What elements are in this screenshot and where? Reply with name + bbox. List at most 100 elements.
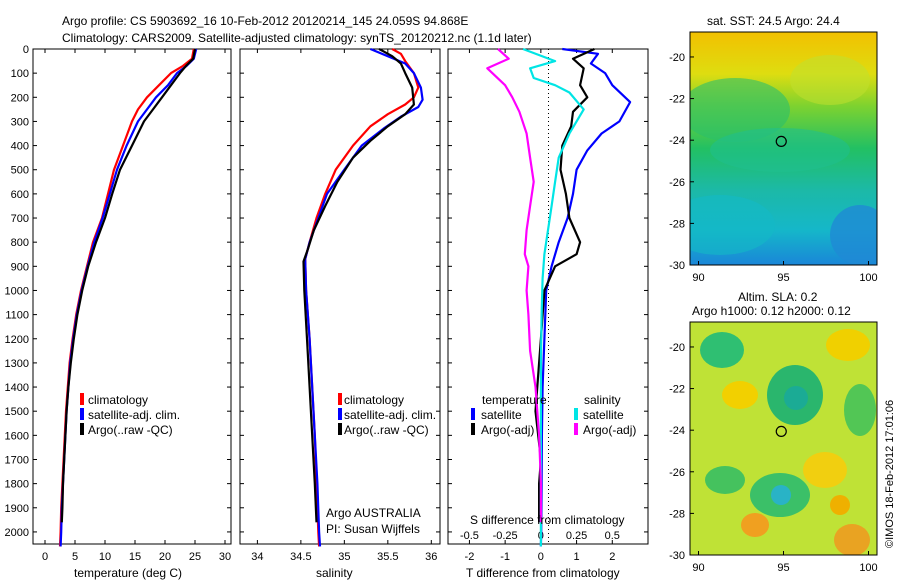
map-y-tick-label: -30 <box>669 550 685 562</box>
map-x-tick-label: 100 <box>859 272 877 284</box>
x2-tick-label: -0.5 <box>460 530 479 542</box>
salinity-depth-ticks <box>240 48 440 533</box>
legend-satellite-t: satellite <box>481 408 522 422</box>
annotation-program: Argo AUSTRALIA <box>326 506 421 520</box>
x-tick-label: 2 <box>609 551 615 563</box>
x-tick-label: 0 <box>538 551 544 563</box>
sla-map-panel: Altim. SLA: 0.2 Argo h1000: 0.12 h2000: … <box>669 290 878 574</box>
x-tick-label: 35.5 <box>377 551 398 563</box>
x-tick-label: 34.5 <box>290 551 311 563</box>
map-y-tick-label: -28 <box>669 218 685 230</box>
series-line-argo-raw-qc- <box>60 48 197 523</box>
sla-map-title-line2: Argo h1000: 0.12 h2000: 0.12 <box>692 304 851 318</box>
map-y-tick-label: -28 <box>669 508 685 520</box>
salinity-x-axis: 34 34.5 35 35.5 36 <box>251 49 437 563</box>
x2-tick-label: -0.25 <box>493 530 518 542</box>
map-y-tick-label: -24 <box>669 425 685 437</box>
legend-swatch-argo <box>338 423 342 435</box>
legend-swatch-climatology <box>80 393 84 405</box>
legend-satellite: satellite-adj. clim. <box>88 408 180 422</box>
x-tick-label: 10 <box>99 551 111 563</box>
legend-swatch-satellite <box>80 408 84 420</box>
depth-tick-label: 2000 <box>5 527 29 539</box>
map-y-tick-label: -24 <box>669 135 685 147</box>
map-y-tick-label: -20 <box>669 342 685 354</box>
legend-climatology: climatology <box>88 393 148 407</box>
series-line-argo-adj- <box>486 48 542 523</box>
depth-tick-label: 900 <box>11 261 29 273</box>
sst-patch <box>790 55 870 105</box>
x-tick-label: 30 <box>219 551 231 563</box>
series-line-argo-raw-qc- <box>302 48 415 523</box>
figure-title-line2: Climatology: CARS2009. Satellite-adjuste… <box>62 31 532 45</box>
sst-patch <box>690 195 775 255</box>
legend-swatch-satellite-s <box>574 408 578 420</box>
legend-argo: Argo(..raw -QC) <box>344 423 429 437</box>
sla-patch <box>705 466 745 494</box>
depth-tick-label: 1100 <box>5 310 29 322</box>
depth-tick-label: 1700 <box>5 454 29 466</box>
salinity-series <box>302 47 424 547</box>
x-tick-label: 15 <box>129 551 141 563</box>
sla-patch <box>844 384 876 436</box>
sla-field <box>690 322 877 555</box>
x-tick-label: -2 <box>465 551 475 563</box>
x-tick-label: 5 <box>72 551 78 563</box>
x-tick-label: 0 <box>42 551 48 563</box>
figure-title-line1: Argo profile: CS 5903692_16 10-Feb-2012 … <box>62 14 468 28</box>
salinity-panel: 34 34.5 35 35.5 36 salinity climatology sate… <box>239 47 441 580</box>
temperature-difference-label: T difference from climatology <box>466 566 620 580</box>
temperature-axes-frame <box>32 48 232 545</box>
depth-tick-label: 400 <box>11 141 29 153</box>
salinity-difference-label: S difference from climatology <box>470 513 625 527</box>
depth-tick-label: 0 <box>23 44 29 56</box>
sst-map-title: sat. SST: 24.5 Argo: 24.4 <box>707 14 840 28</box>
sla-map-title-line1: Altim. SLA: 0.2 <box>738 290 818 304</box>
depth-tick-label: 200 <box>11 92 29 104</box>
sst-patch <box>710 128 850 172</box>
legend-temperature-heading: temperature <box>482 393 547 407</box>
x2-tick-label: 0.25 <box>566 530 587 542</box>
sst-field <box>690 32 877 265</box>
legend-swatch-satellite <box>338 408 342 420</box>
map-y-tick-label: -26 <box>669 177 685 189</box>
legend-satellite-s: satellite <box>583 408 624 422</box>
difference-series <box>486 47 632 547</box>
argo-location-marker <box>775 425 787 438</box>
sst-map-ticks: 90 95 100 -20 -22 -24 -26 -28 -30 <box>669 52 878 284</box>
legend-satellite: satellite-adj. clim. <box>344 408 436 422</box>
copyright-stamp: ©IMOS 18-Feb-2012 17:01:06 <box>884 400 896 548</box>
series-line-satellite-adj-clim- <box>304 47 424 547</box>
sla-patch <box>700 332 744 368</box>
map-x-tick-label: 95 <box>777 562 789 574</box>
sla-argo-marker <box>775 425 787 438</box>
salinity-xlabel: salinity <box>316 566 353 580</box>
x-tick-label: 36 <box>425 551 437 563</box>
salinity-legend: climatology satellite-adj. clim. Argo(..… <box>338 393 436 437</box>
depth-tick-label: 1900 <box>5 503 29 515</box>
legend-swatch-argo-s <box>574 423 578 435</box>
temperature-series <box>58 48 198 547</box>
x-tick-label: 34 <box>251 551 263 563</box>
sla-map-ticks: 90 95 100 -20 -22 -24 -26 -28 -30 <box>669 342 878 574</box>
sla-patch <box>771 485 791 505</box>
x-tick-label: 25 <box>189 551 201 563</box>
legend-climatology: climatology <box>344 393 404 407</box>
salinity-axes-frame <box>239 48 441 545</box>
sla-patch <box>826 329 870 361</box>
difference-legend: temperature satellite Argo(-adj) salinit… <box>471 393 636 437</box>
legend-swatch-argo <box>80 423 84 435</box>
legend-swatch-satellite-t <box>471 408 475 420</box>
series-line-argo-adj- <box>534 47 595 523</box>
sla-patch <box>803 452 847 488</box>
depth-tick-label: 1000 <box>5 285 29 297</box>
depth-axis: 0 100 200 300 400 500 600 700 800 900 1000 1100 1200… <box>5 44 231 539</box>
depth-tick-label: 1600 <box>5 430 29 442</box>
x-tick-label: 35 <box>338 551 350 563</box>
x2-tick-label: 0.5 <box>605 530 620 542</box>
sst-patch <box>830 205 877 265</box>
map-y-tick-label: -20 <box>669 52 685 64</box>
legend-argo-s: Argo(-adj) <box>583 423 636 437</box>
temperature-panel: 0100200300400500600700800900100011001200… <box>5 44 232 580</box>
